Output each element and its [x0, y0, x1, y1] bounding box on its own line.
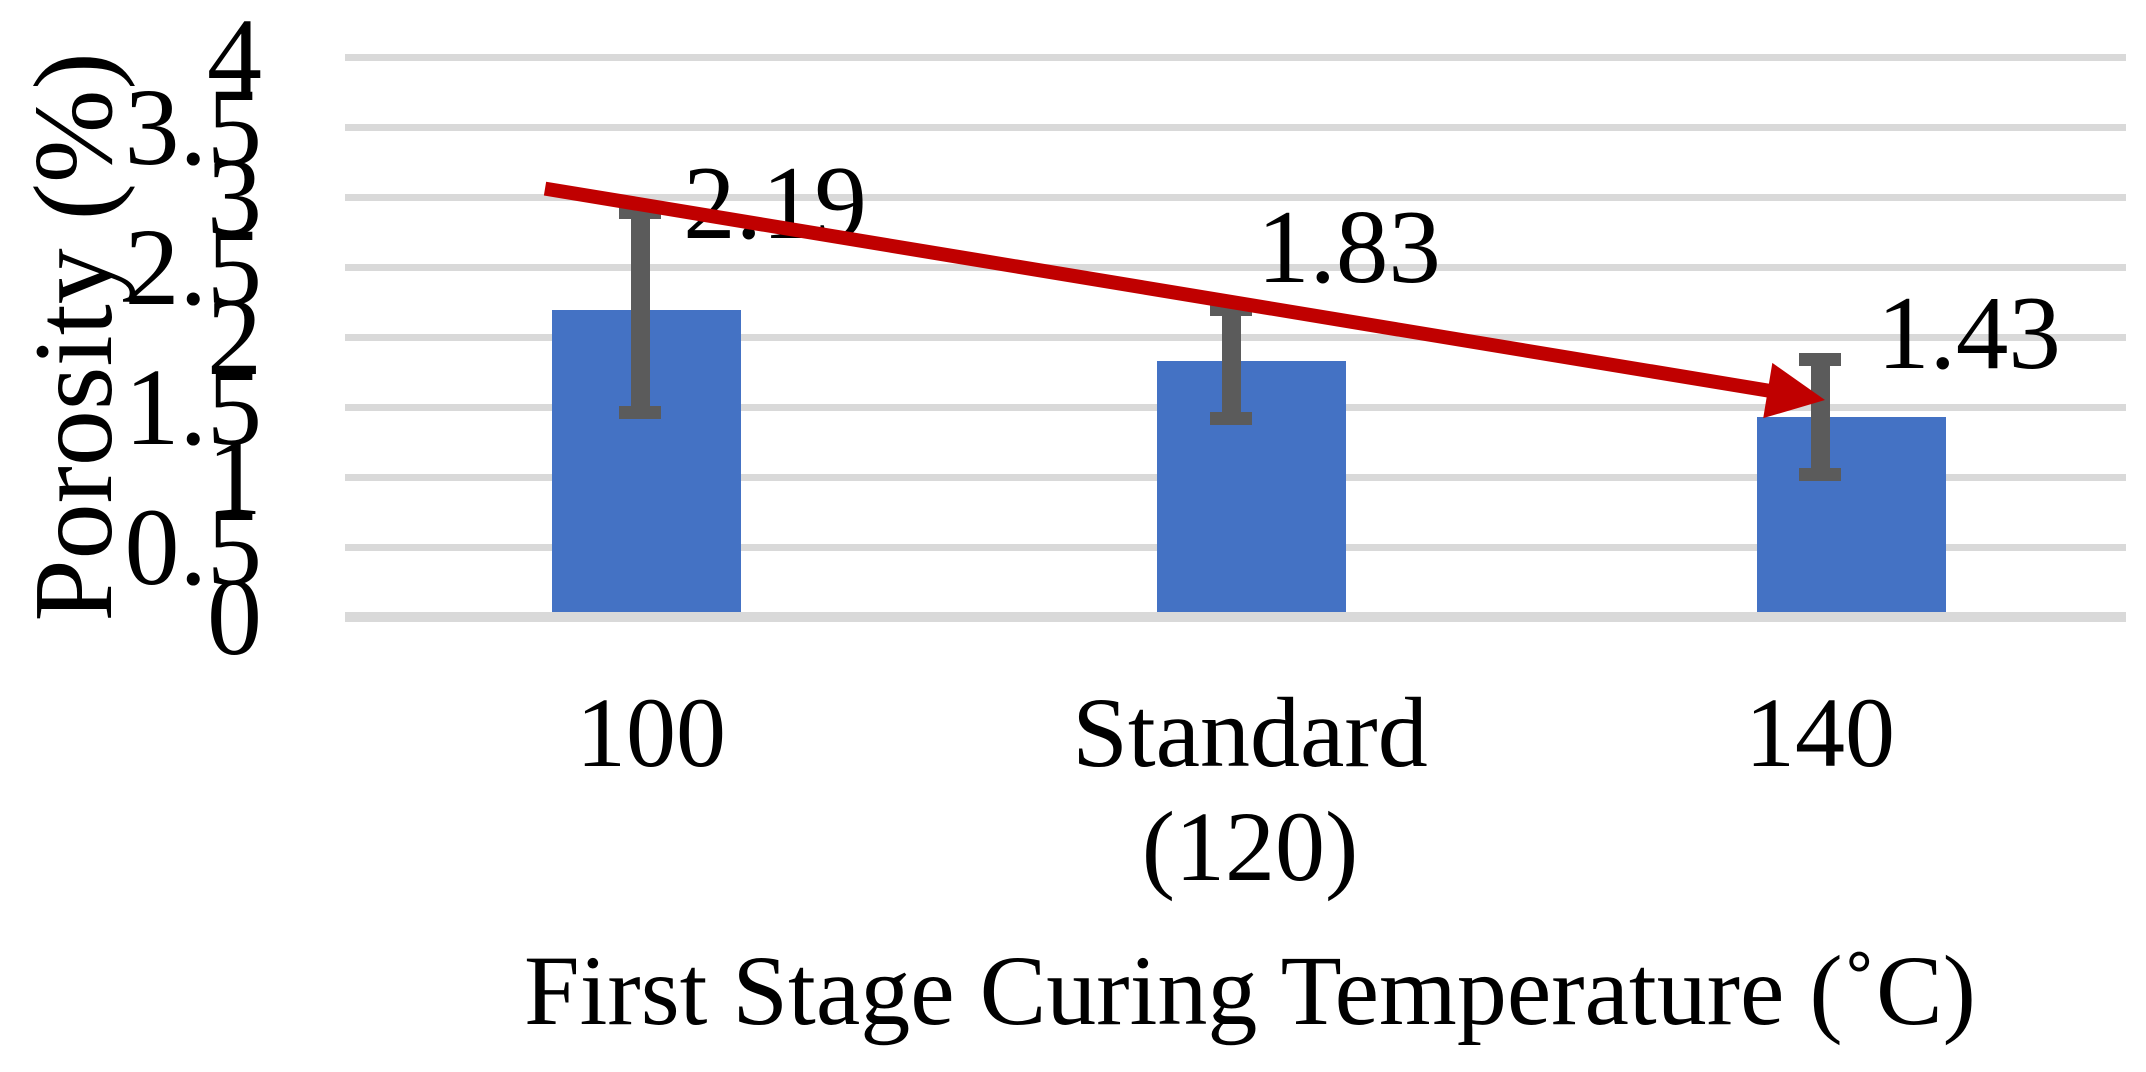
x-category-label: 100 [576, 677, 726, 788]
gridline [345, 264, 2126, 271]
x-category-label: 140 [1745, 677, 1895, 788]
y-tick-label: 1 [207, 416, 262, 538]
y-tick-label: 1.5 [124, 346, 263, 468]
error-bar [630, 212, 650, 413]
gridline [345, 194, 2126, 201]
error-bar-cap [619, 406, 661, 420]
y-tick-label: 2 [207, 276, 262, 398]
gridline [345, 124, 2126, 131]
x-axis-line [345, 612, 2126, 622]
y-tick-label: 0.5 [124, 486, 263, 608]
y-tick-label: 2.5 [124, 206, 263, 328]
y-tick-label: 4 [207, 0, 262, 118]
error-bar-cap [1799, 352, 1841, 366]
error-bar-cap [1799, 467, 1841, 481]
y-tick-label: 3 [207, 136, 262, 258]
trend-arrowhead-icon [1763, 362, 1825, 419]
error-bar-cap [1210, 411, 1252, 425]
value-label: 1.43 [1877, 274, 2061, 391]
error-bar [1221, 309, 1241, 419]
x-category-label: Standard [1072, 677, 1428, 788]
bar-Standard (120) [1156, 360, 1346, 615]
gridline [345, 54, 2126, 61]
bar-140 [1756, 416, 1946, 615]
y-tick-label: 3.5 [124, 66, 263, 188]
trend-arrow-line [543, 181, 1775, 399]
error-bar [1810, 359, 1830, 475]
y-tick-label: 0 [207, 556, 262, 678]
x-axis-title: First Stage Curing Temperature (˚C) [524, 935, 1976, 1046]
x-category-label: (120) [1141, 791, 1359, 902]
value-label: 1.83 [1257, 188, 1441, 305]
